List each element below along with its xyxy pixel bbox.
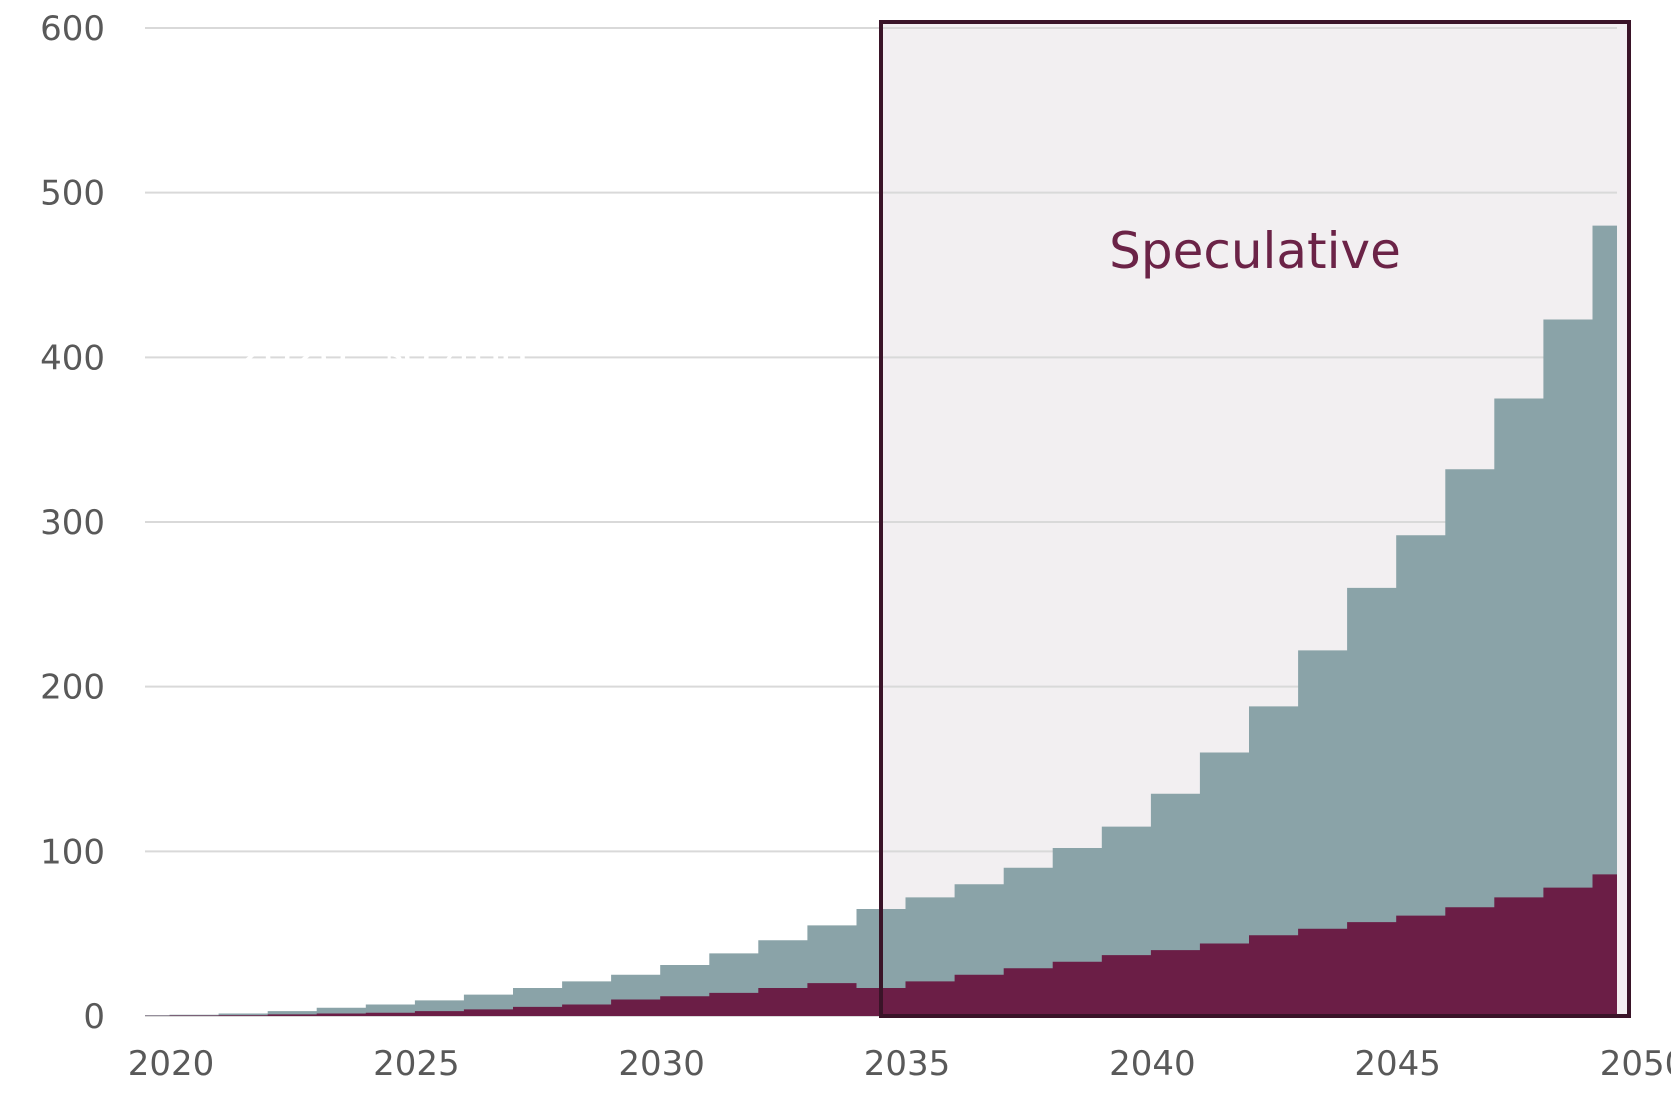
speculative-label: Speculative: [1109, 222, 1401, 280]
upper-series-area: [145, 225, 1617, 1017]
x-tick-2050: 2050: [1600, 1044, 1671, 1084]
y-axis-tick-labels: 0 100 200 300 400 500 600: [40, 9, 105, 1037]
x-tick-2030: 2030: [618, 1044, 705, 1084]
x-axis-tick-labels: 2020 2025 2030 2035 2040 2045 2050: [128, 1044, 1671, 1084]
lower-series-step-area: [145, 874, 1617, 1016]
y-tick-0: 0: [83, 997, 105, 1037]
lower-series-area: [145, 874, 1617, 1016]
x-tick-2025: 2025: [373, 1044, 460, 1084]
annotation-line-2040: 2040: $40-115bn: [236, 532, 611, 588]
annotation-line-2050: 2050: $90-480bn: [236, 635, 615, 691]
annotation-line-2020: 2020: $0.4bn: [236, 326, 528, 382]
x-tick-2035: 2035: [864, 1044, 951, 1084]
x-tick-2020: 2020: [128, 1044, 215, 1084]
y-tick-500: 500: [40, 174, 105, 214]
speculative-region-frame: [879, 20, 1631, 1018]
annotation-title: Market size ($/yr):: [307, 232, 696, 284]
market-size-annotation-box: Market size ($/yr): 2020: $0.4bn 2030: $…: [196, 203, 807, 732]
upper-series-step-area: [145, 225, 1617, 1017]
y-tick-400: 400: [40, 338, 105, 378]
y-tick-200: 200: [40, 668, 105, 708]
y-tick-100: 100: [40, 832, 105, 872]
speculative-border: [879, 20, 1631, 1018]
x-tick-2040: 2040: [1109, 1044, 1196, 1084]
y-tick-300: 300: [40, 503, 105, 543]
annotation-line-2030: 2030: $10-25bn: [236, 429, 587, 485]
x-tick-2045: 2045: [1354, 1044, 1441, 1084]
y-tick-600: 600: [40, 9, 105, 49]
